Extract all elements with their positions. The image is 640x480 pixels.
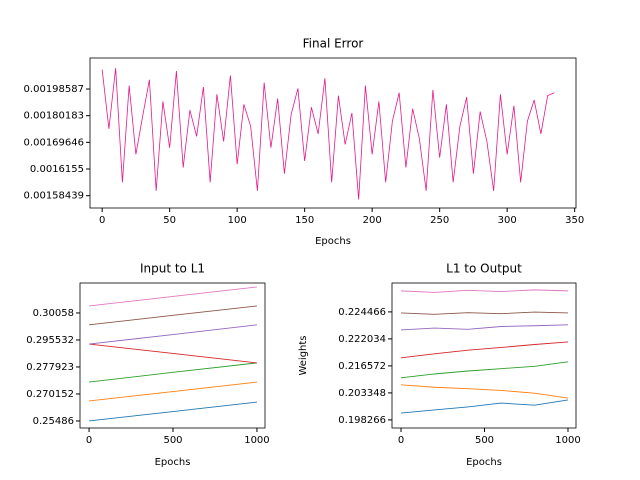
- x-tick-label: 1000: [555, 435, 580, 446]
- data-line: [101, 68, 555, 200]
- x-tick-label: 0: [398, 435, 404, 446]
- data-line: [400, 399, 569, 414]
- y-tick-label: 0.295532: [26, 335, 74, 346]
- x-tick-label: 200: [363, 215, 382, 226]
- y-tick-label: 0.198266: [338, 415, 386, 426]
- x-axis-label: Epochs: [466, 457, 502, 468]
- x-tick-label: 1000: [244, 435, 269, 446]
- chart-title: L1 to Output: [446, 262, 522, 276]
- data-line: [89, 343, 257, 364]
- y-tick-label: 0.270152: [26, 389, 74, 400]
- chart-title: Input to L1: [140, 262, 205, 276]
- chart-title: Final Error: [303, 37, 364, 51]
- y-tick-label: 0.0016155: [30, 164, 84, 175]
- data-line: [400, 384, 569, 399]
- data-line: [400, 361, 569, 379]
- y-tick-label: 0.00198587: [24, 84, 84, 95]
- data-line: [400, 289, 569, 293]
- y-tick-label: 0.00158439: [24, 191, 84, 202]
- x-tick-label: 100: [228, 215, 247, 226]
- x-tick-label: 500: [163, 435, 182, 446]
- data-line: [400, 341, 569, 359]
- data-line: [89, 362, 257, 383]
- y-tick-label: 0.30058: [33, 308, 74, 319]
- x-tick-label: 0: [86, 435, 92, 446]
- axes-frame: [391, 282, 577, 429]
- y-tick-label: 0.00180183: [24, 111, 84, 122]
- x-tick-label: 150: [295, 215, 314, 226]
- data-line: [89, 381, 257, 402]
- y-tick-label: 0.216572: [338, 361, 386, 372]
- y-tick-label: 0.25486: [33, 416, 74, 427]
- data-line: [89, 324, 257, 345]
- x-axis-label: Epochs: [155, 457, 191, 468]
- y-tick-label: 0.203348: [338, 388, 386, 399]
- axes-frame: [79, 282, 266, 429]
- x-tick-label: 250: [430, 215, 449, 226]
- data-line: [89, 286, 257, 307]
- x-axis-label: Epochs: [315, 236, 351, 247]
- x-tick-label: 350: [565, 215, 584, 226]
- x-tick-label: 300: [498, 215, 517, 226]
- x-tick-label: 500: [475, 435, 494, 446]
- data-line: [401, 311, 569, 315]
- y-tick-label: 0.277923: [26, 362, 74, 373]
- y-tick-label: 0.222034: [338, 334, 386, 345]
- y-axis-label: Weights: [298, 335, 309, 375]
- y-tick-label: 0.00169646: [24, 137, 84, 148]
- x-tick-label: 0: [99, 215, 105, 226]
- data-line: [89, 401, 257, 422]
- axes-frame: [89, 57, 577, 209]
- x-tick-label: 50: [163, 215, 176, 226]
- data-line: [400, 324, 569, 331]
- data-line: [89, 305, 257, 326]
- y-tick-label: 0.224466: [338, 307, 386, 318]
